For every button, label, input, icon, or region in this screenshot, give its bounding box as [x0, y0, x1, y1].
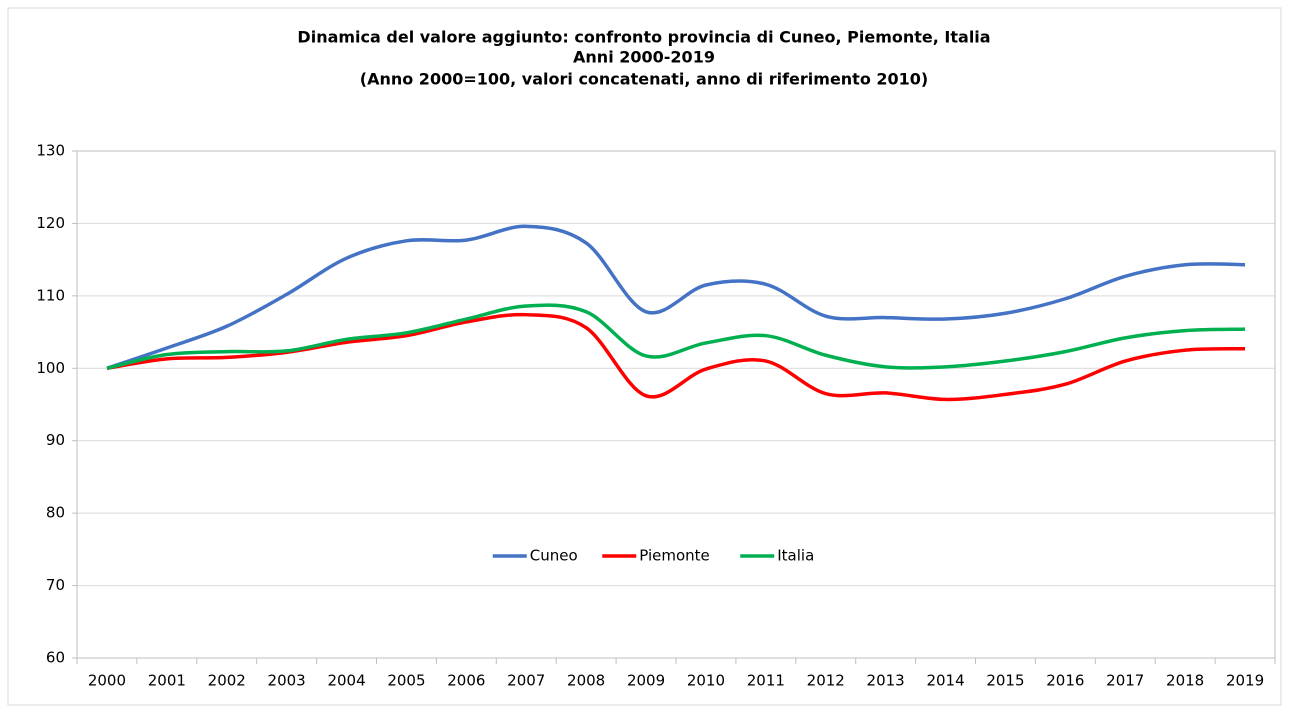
series-line [106, 224, 1246, 370]
x-tick-label: 2014 [926, 672, 964, 690]
x-tick-label: 2007 [507, 672, 545, 690]
x-tick-label: 2000 [88, 672, 126, 690]
x-tick-label: 2009 [627, 672, 665, 690]
legend-label: Piemonte [639, 547, 710, 565]
x-tick-label: 2012 [807, 672, 845, 690]
x-tick-label: 2018 [1166, 672, 1204, 690]
x-tick-label: 2008 [567, 672, 605, 690]
x-tick-label: 2019 [1226, 672, 1264, 690]
x-tick-label: 2003 [268, 672, 306, 690]
x-tick-label: 2013 [867, 672, 905, 690]
x-tick-label: 2015 [986, 672, 1024, 690]
y-tick-label: 80 [46, 504, 65, 522]
x-tick-label: 2001 [148, 672, 186, 690]
x-tick-label: 2016 [1046, 672, 1084, 690]
x-tick-label: 2011 [747, 672, 785, 690]
y-tick-label: 120 [36, 214, 65, 232]
chart-subtitle: Anni 2000-2019 [573, 48, 715, 67]
y-tick-label: 70 [46, 576, 65, 594]
y-tick-label: 100 [36, 359, 65, 377]
chart-title: Dinamica del valore aggiunto: confronto … [297, 28, 990, 47]
x-tick-label: 2005 [387, 672, 425, 690]
y-tick-label: 60 [46, 649, 65, 667]
x-tick-label: 2002 [208, 672, 246, 690]
x-tick-label: 2006 [447, 672, 485, 690]
legend-label: Cuneo [530, 547, 578, 565]
x-tick-label: 2004 [327, 672, 365, 690]
y-tick-label: 130 [36, 142, 65, 160]
chart-subtitle: (Anno 2000=100, valori concatenati, anno… [360, 70, 928, 89]
x-tick-label: 2017 [1106, 672, 1144, 690]
series-line [106, 303, 1246, 370]
legend-label: Italia [777, 547, 814, 565]
x-tick-label: 2010 [687, 672, 725, 690]
y-tick-label: 90 [46, 431, 65, 449]
y-tick-label: 110 [36, 286, 65, 304]
